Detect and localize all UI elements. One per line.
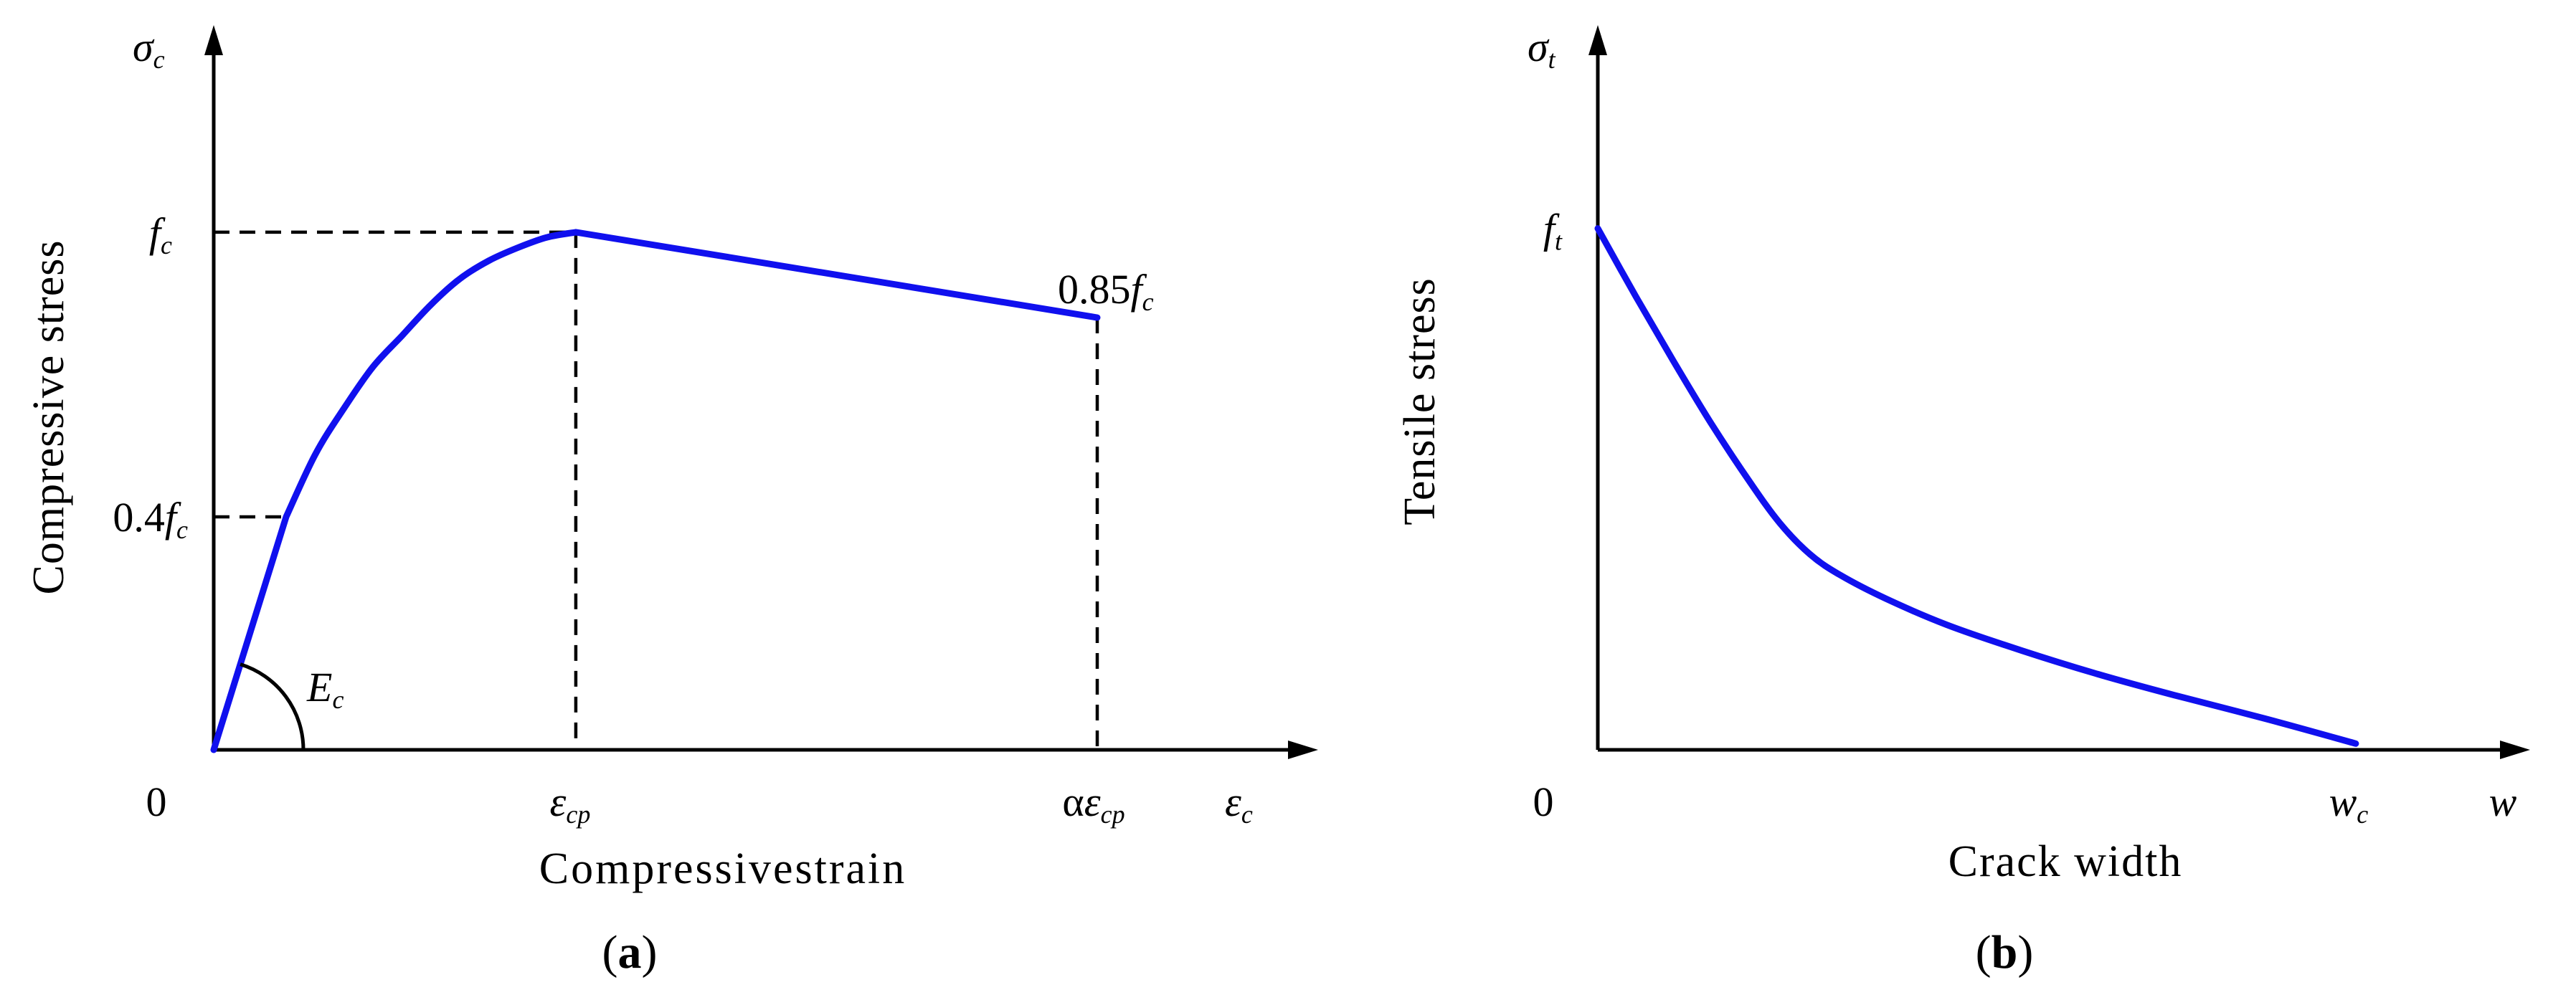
y-tick-04fc: 0.4fc bbox=[113, 494, 188, 544]
x-axis-symbol: εc bbox=[1225, 779, 1253, 829]
x-axis-label: Crack width bbox=[1948, 837, 2183, 886]
x-axis-arrow bbox=[1288, 741, 1318, 759]
y-axis-arrow bbox=[1588, 25, 1607, 55]
panel-b: σt 0 ft wc w Crack width Tensile stress (b) bbox=[1396, 24, 2530, 979]
panel-label-b: (b) bbox=[1976, 926, 2034, 979]
annotation-ec: Ec bbox=[306, 664, 344, 714]
origin-label: 0 bbox=[146, 779, 167, 825]
y-axis-symbol: σc bbox=[133, 24, 165, 74]
softening-curve bbox=[1594, 225, 2359, 747]
x-axis-symbol: w bbox=[2489, 779, 2517, 825]
x-tick-aecp: αεcp bbox=[1062, 779, 1124, 829]
x-axis-label: Compressivestrain bbox=[539, 844, 907, 893]
y-tick-fc: fc bbox=[149, 209, 172, 260]
panel-a: σc εc 0 fc 0.4fc εcp αεcp 0.85fc Ec Compressivest… bbox=[24, 24, 1318, 979]
annotation-085fc: 0.85fc bbox=[1058, 266, 1154, 316]
compressive-curve bbox=[210, 229, 1101, 753]
x-axis-arrow bbox=[2500, 741, 2530, 759]
panel-label-a: (a) bbox=[602, 926, 658, 979]
y-axis-label: Tensile stress bbox=[1396, 277, 1444, 525]
y-axis-label: Compressive stress bbox=[24, 239, 73, 594]
y-tick-ft: ft bbox=[1543, 206, 1563, 256]
y-axis-arrow bbox=[204, 25, 223, 55]
y-axis-symbol: σt bbox=[1528, 24, 1556, 74]
origin-label: 0 bbox=[1533, 779, 1554, 825]
x-tick-ecp: εcp bbox=[549, 779, 590, 829]
x-tick-wc: wc bbox=[2329, 779, 2369, 829]
modulus-arc bbox=[240, 662, 306, 751]
